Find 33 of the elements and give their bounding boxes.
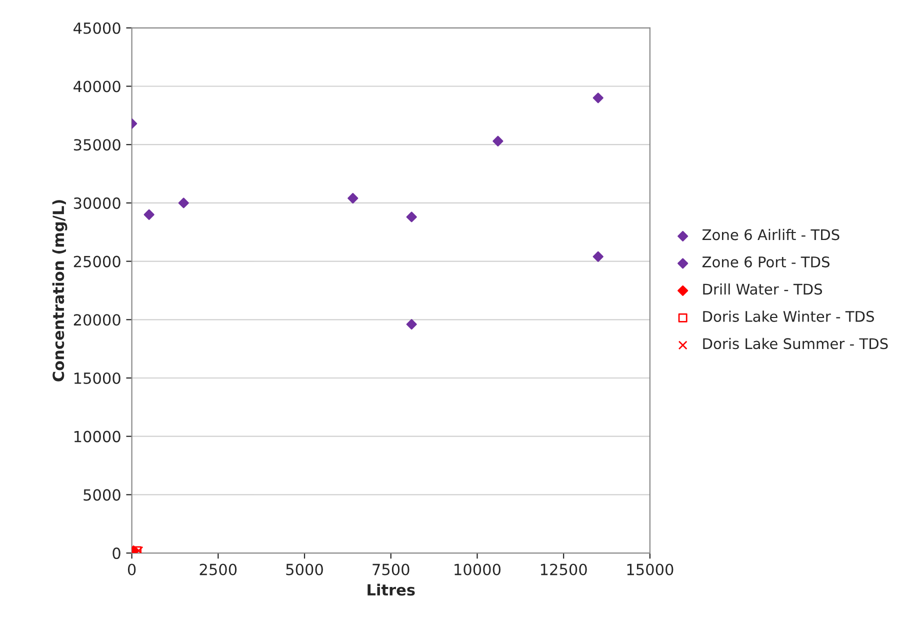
point [178, 198, 189, 208]
y-tick-label: 10000 [74, 430, 120, 442]
x-tick-label: 15000 [627, 564, 674, 576]
legend-label: Zone 6 Port - TDS [702, 256, 830, 268]
point [592, 92, 604, 104]
x-tick-label: 0 [128, 564, 136, 576]
y-tick-label: 20000 [74, 314, 120, 326]
y-tick-label: 15000 [74, 372, 120, 384]
x-tick-label: 10000 [454, 564, 501, 576]
x-tick-label: 12500 [540, 564, 587, 576]
y-tick-label: 5000 [84, 489, 120, 501]
legend-label: Doris Lake Summer - TDS [703, 338, 888, 350]
x-tick-label: 7500 [372, 564, 410, 576]
y-tick-label: 25000 [74, 256, 120, 268]
point [406, 212, 417, 222]
y-tick-label: 30000 [74, 197, 120, 209]
y-tick-label: 45000 [74, 22, 120, 34]
point [134, 546, 144, 554]
x-tick-label: 2500 [200, 564, 237, 576]
x-axis-title: Litres [368, 584, 415, 596]
point [348, 192, 358, 204]
point [144, 209, 154, 220]
point [406, 319, 417, 330]
y-tick-label: 35000 [74, 139, 120, 151]
point [492, 136, 504, 146]
y-axis-title: Concentration (mg/L) [52, 200, 68, 382]
x-tick-label: 5000 [286, 564, 323, 576]
y-tick-label: 0 [112, 548, 120, 560]
legend-label: Drill Water - TDS [703, 283, 822, 295]
point [592, 251, 604, 262]
legend-label: Zone 6 Airlift - TDS [702, 228, 840, 240]
y-tick-label: 40000 [74, 80, 120, 92]
legend-label: Doris Lake Winter - TDS [703, 310, 874, 322]
